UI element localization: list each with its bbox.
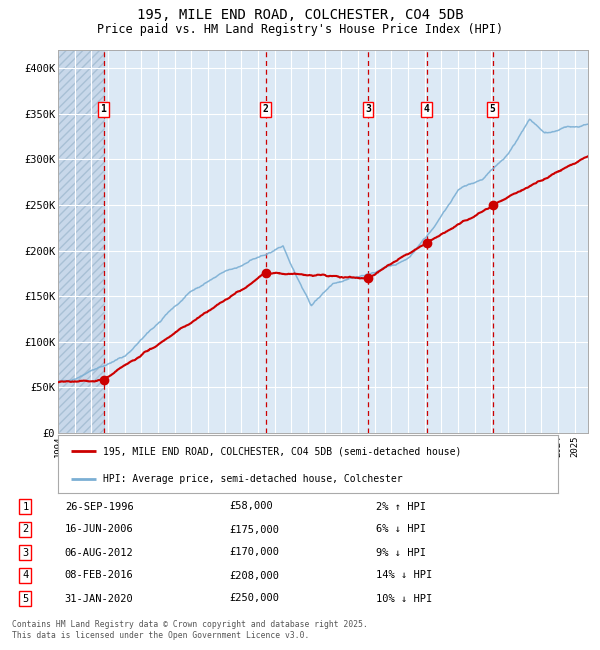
Text: HPI: Average price, semi-detached house, Colchester: HPI: Average price, semi-detached house,…: [103, 473, 403, 484]
Text: Price paid vs. HM Land Registry's House Price Index (HPI): Price paid vs. HM Land Registry's House …: [97, 23, 503, 36]
Text: 195, MILE END ROAD, COLCHESTER, CO4 5DB (semi-detached house): 195, MILE END ROAD, COLCHESTER, CO4 5DB …: [103, 447, 461, 456]
Text: 16-JUN-2006: 16-JUN-2006: [65, 525, 134, 534]
Text: £250,000: £250,000: [229, 593, 280, 603]
Text: 4: 4: [424, 104, 430, 114]
Text: 14% ↓ HPI: 14% ↓ HPI: [376, 571, 433, 580]
Text: 2: 2: [263, 104, 269, 114]
Text: £208,000: £208,000: [229, 571, 280, 580]
Text: 1: 1: [101, 104, 106, 114]
Text: £58,000: £58,000: [229, 502, 273, 512]
Text: 4: 4: [22, 571, 29, 580]
Text: 3: 3: [22, 547, 29, 558]
Text: 9% ↓ HPI: 9% ↓ HPI: [376, 547, 427, 558]
Text: 26-SEP-1996: 26-SEP-1996: [65, 502, 134, 512]
Text: 06-AUG-2012: 06-AUG-2012: [65, 547, 134, 558]
Text: 2% ↑ HPI: 2% ↑ HPI: [376, 502, 427, 512]
Text: £170,000: £170,000: [229, 547, 280, 558]
Text: 10% ↓ HPI: 10% ↓ HPI: [376, 593, 433, 603]
Text: 195, MILE END ROAD, COLCHESTER, CO4 5DB: 195, MILE END ROAD, COLCHESTER, CO4 5DB: [137, 8, 463, 22]
Text: Contains HM Land Registry data © Crown copyright and database right 2025.
This d: Contains HM Land Registry data © Crown c…: [12, 620, 368, 640]
Text: 2: 2: [22, 525, 29, 534]
Text: 5: 5: [22, 593, 29, 603]
Text: 6% ↓ HPI: 6% ↓ HPI: [376, 525, 427, 534]
Text: 31-JAN-2020: 31-JAN-2020: [65, 593, 134, 603]
Text: 08-FEB-2016: 08-FEB-2016: [65, 571, 134, 580]
Text: 1: 1: [22, 502, 29, 512]
Text: 3: 3: [365, 104, 371, 114]
Text: £175,000: £175,000: [229, 525, 280, 534]
Text: 5: 5: [490, 104, 496, 114]
